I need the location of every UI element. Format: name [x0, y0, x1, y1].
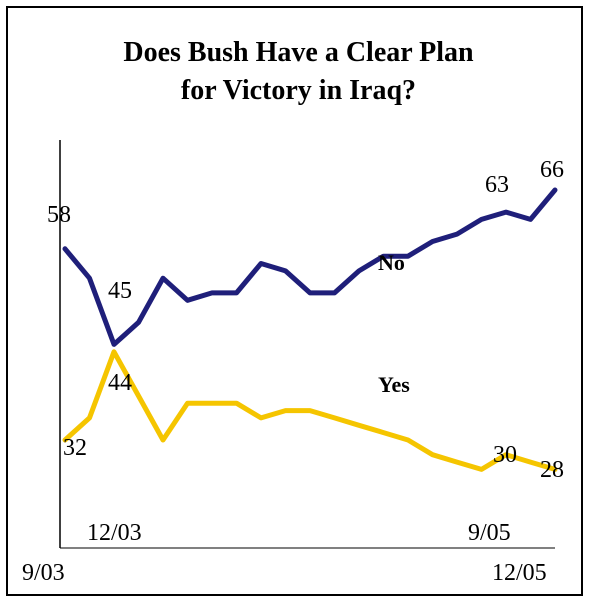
series-label-no: No	[378, 250, 405, 275]
data-label-yes-last: 28	[540, 457, 564, 483]
chart-title-line-2: for Victory in Iraq?	[180, 75, 417, 106]
chart-title: Does Bush Have a Clear Plan for Victory …	[0, 34, 597, 110]
x-tick-label-end: 12/05	[492, 560, 547, 586]
chart-frame	[6, 6, 583, 596]
data-label-yes-first: 32	[63, 435, 87, 461]
x-tick-label-905: 9/05	[468, 520, 511, 546]
series-line-no	[62, 187, 558, 347]
series-line-yes	[62, 349, 558, 472]
data-label-yes-905: 30	[493, 442, 517, 468]
chart-title-line-1: Does Bush Have a Clear Plan	[123, 37, 474, 68]
data-label-no-last: 66	[540, 157, 564, 183]
x-tick-label-start: 9/03	[22, 560, 65, 586]
x-tick-label-1203: 12/03	[87, 520, 142, 546]
data-label-no-905: 63	[485, 172, 509, 198]
data-label-yes-max: 44	[108, 370, 132, 396]
data-label-no-first: 58	[47, 202, 71, 228]
series-label-yes: Yes	[378, 372, 410, 397]
data-label-no-min: 45	[108, 278, 132, 304]
